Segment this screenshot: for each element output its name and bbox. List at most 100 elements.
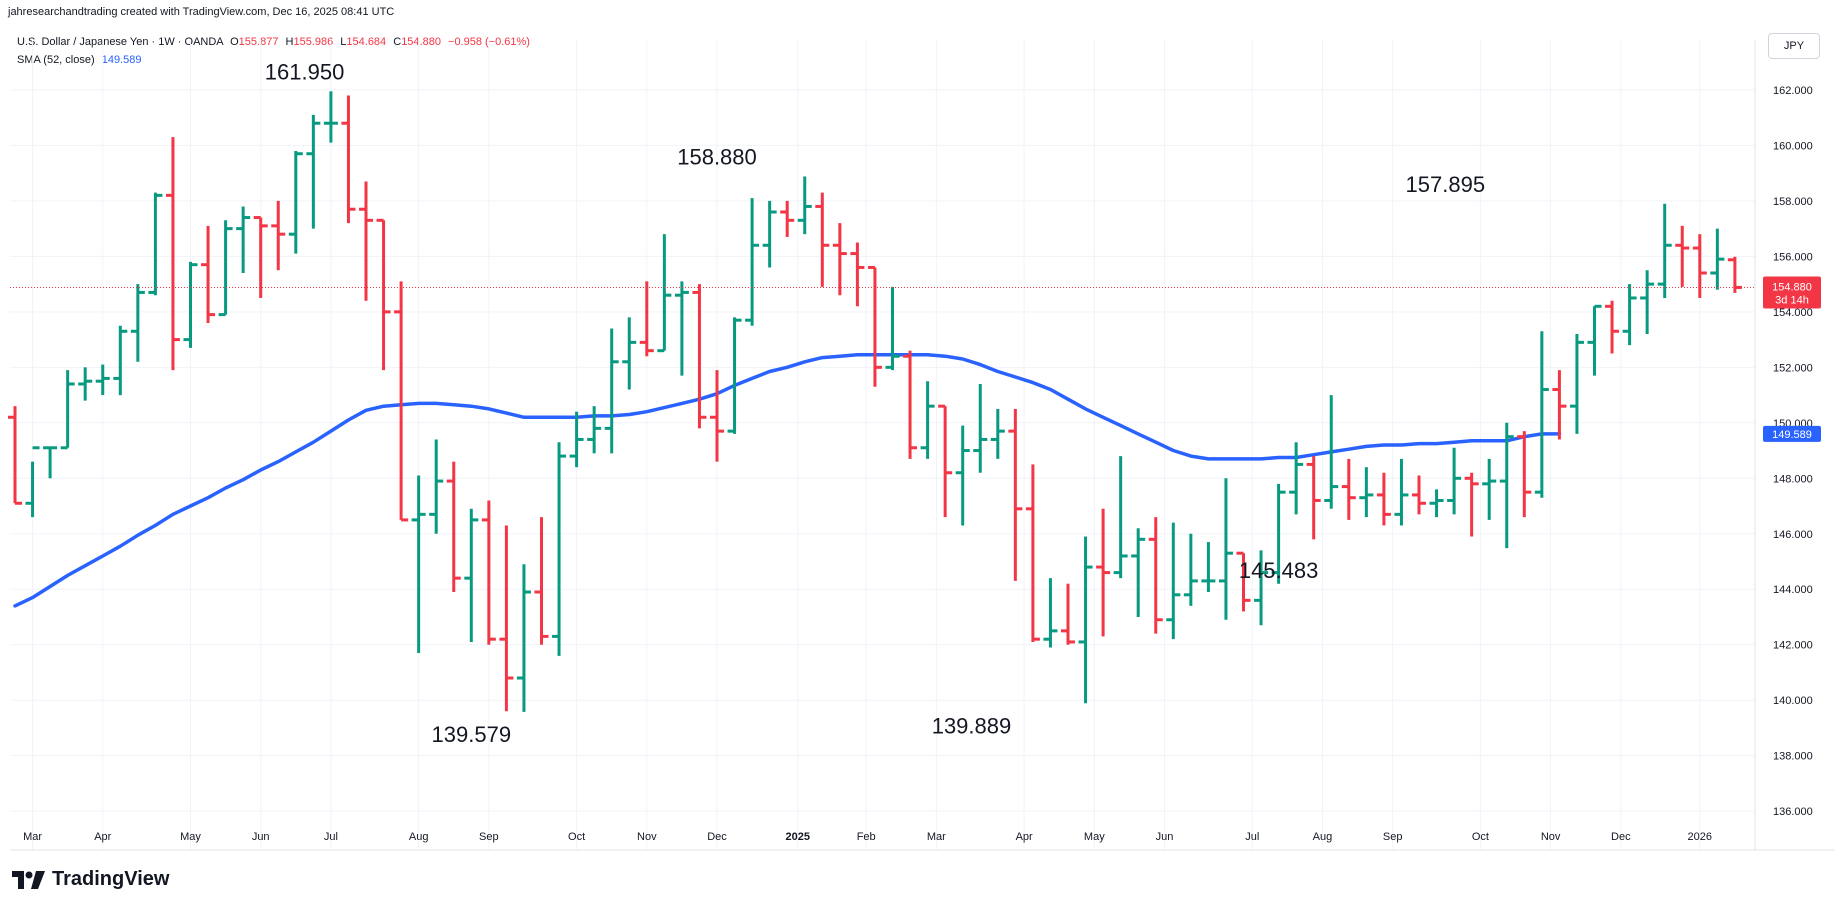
- x-tick-label: Oct: [568, 831, 585, 843]
- ohlc-bar: [1605, 300, 1620, 354]
- ohlc-bar: [1078, 536, 1093, 704]
- ohlc-bar: [657, 234, 672, 353]
- ohlc-bar: [710, 370, 724, 462]
- y-tick-label: 162.000: [1773, 85, 1813, 97]
- x-tick-label: Mar: [23, 831, 42, 843]
- ohlc-bar: [376, 218, 391, 371]
- sma-value: 149.589: [101, 54, 142, 66]
- ohlc-bar: [1113, 456, 1128, 579]
- price-annotation: 158.880: [677, 144, 757, 169]
- y-tick-label: 142.000: [1773, 640, 1813, 652]
- tradingview-logo[interactable]: TradingView: [12, 868, 169, 891]
- tradingview-logo-text: TradingView: [52, 868, 170, 890]
- ohlc-bar: [552, 442, 567, 656]
- chart-attribution: jahresearchandtrading created with Tradi…: [8, 6, 395, 18]
- ohlc-bar: [1166, 522, 1181, 640]
- ohlc-bar: [464, 508, 479, 642]
- ohlc-bar: [1131, 528, 1146, 617]
- ohlc-bar: [1710, 228, 1725, 290]
- ohlc-bar: [1271, 483, 1286, 584]
- ohlc-bar: [78, 367, 93, 401]
- y-tick-label: 148.000: [1773, 473, 1813, 485]
- x-tick-label: Mar: [927, 831, 946, 843]
- x-tick-label: Jul: [1245, 831, 1259, 843]
- time-axis[interactable]: Mar Apr May Jun Jul Aug Sep Oct Nov Dec 2025 Feb Mar…: [23, 831, 1712, 843]
- ohlc-bar: [674, 281, 689, 376]
- ohlc-bar: [1429, 489, 1444, 518]
- ohlc-bar: [1148, 517, 1163, 634]
- symbol-title[interactable]: U.S. Dollar / Japanese Yen · 1W · OANDA: [17, 36, 224, 48]
- ohlc-bar: [973, 383, 988, 473]
- ohlc-bar: [25, 446, 40, 518]
- ohlc-bar: [323, 91, 338, 143]
- ohlc-bar: [1534, 331, 1549, 498]
- ohlc-bar: [780, 200, 795, 237]
- ohlc-bar: [1376, 472, 1391, 526]
- ohlc-bar: [481, 500, 496, 645]
- ohlc-bar: [1218, 478, 1233, 620]
- currency-button[interactable]: JPY: [1768, 33, 1820, 59]
- y-tick-label: 152.000: [1773, 362, 1813, 374]
- ohlc-bar: [639, 281, 654, 357]
- x-tick-label: Oct: [1472, 831, 1489, 843]
- close-value: 154.880: [401, 36, 441, 48]
- ohlc-bar: [148, 192, 163, 296]
- sma-price-tag: 149.589: [1763, 425, 1821, 442]
- ohlc-bar: [1324, 395, 1339, 509]
- current-price-tag-value: 154.880: [1772, 281, 1812, 293]
- y-tick-label: 144.000: [1773, 584, 1813, 596]
- ohlc-bar: [1692, 234, 1707, 298]
- sma-price-tag-bg: [1763, 425, 1821, 442]
- x-tick-label: Dec: [707, 831, 727, 843]
- x-tick-label: Sep: [479, 831, 499, 843]
- ohlc-bar: [288, 150, 303, 254]
- ohlc-bar: [815, 192, 830, 287]
- x-tick-label: Apr: [94, 831, 111, 843]
- ohlc-bar: [990, 408, 1005, 459]
- ohlc-bar: [201, 225, 216, 323]
- ohlc-bar: [622, 317, 637, 390]
- x-tick-label: Nov: [1541, 831, 1561, 843]
- x-tick-label: Aug: [409, 831, 429, 843]
- ohlc-bar: [8, 406, 22, 505]
- ohlc-bar: [1482, 458, 1497, 520]
- ohlc-bar: [1254, 550, 1269, 626]
- low-value: 154.684: [346, 36, 387, 48]
- price-chart[interactable]: 161.950 139.579 158.880 139.889 157.895 145.4…: [0, 0, 1835, 860]
- grid: [10, 40, 1755, 850]
- ohlc-bar: [587, 406, 602, 454]
- ohlc-bar: [1517, 431, 1532, 518]
- ohlc-bar: [1341, 458, 1356, 520]
- x-tick-label: Jul: [324, 831, 338, 843]
- ohlc-bar: [499, 525, 514, 712]
- ohlc-bar: [306, 114, 321, 229]
- ohlc-bar: [692, 284, 707, 429]
- ohlc-bar: [1447, 447, 1462, 515]
- x-tick-label: Nov: [637, 831, 657, 843]
- y-tick-label: 136.000: [1773, 806, 1813, 818]
- sma-price-tag-value: 149.589: [1772, 429, 1812, 441]
- sma-label[interactable]: SMA (52, close): [17, 54, 95, 66]
- ohlc-bar: [1359, 467, 1374, 518]
- ohlc-bar: [1183, 533, 1198, 606]
- high-label: H: [285, 36, 294, 48]
- sma-legend-row: SMA (52, close) 149.589: [17, 51, 530, 69]
- price-annotation: 161.950: [265, 59, 345, 84]
- y-tick-label: 146.000: [1773, 529, 1813, 541]
- symbol-legend: U.S. Dollar / Japanese Yen · 1W · OANDA …: [17, 33, 530, 69]
- close-label: C: [393, 36, 402, 48]
- price-annotation: 139.889: [932, 713, 1012, 738]
- ohlc-bar: [938, 404, 953, 518]
- x-tick-label: Jun: [1156, 831, 1174, 843]
- x-tick-label: 2026: [1688, 831, 1712, 843]
- price-axis[interactable]: 162.000 160.000 158.000 156.000 154.000 152.0…: [1773, 85, 1813, 818]
- annotations: 161.950 139.579 158.880 139.889 157.895 145.4…: [265, 59, 1485, 747]
- price-annotation: 145.483: [1239, 558, 1319, 583]
- ohlc-bar: [1008, 408, 1023, 581]
- ohlc-bar: [1061, 583, 1075, 645]
- ohlc-bar: [1096, 508, 1111, 637]
- ohlc-bar: [359, 181, 373, 301]
- ohlc-bar: [253, 216, 268, 298]
- ohlc-bar: [1587, 304, 1602, 376]
